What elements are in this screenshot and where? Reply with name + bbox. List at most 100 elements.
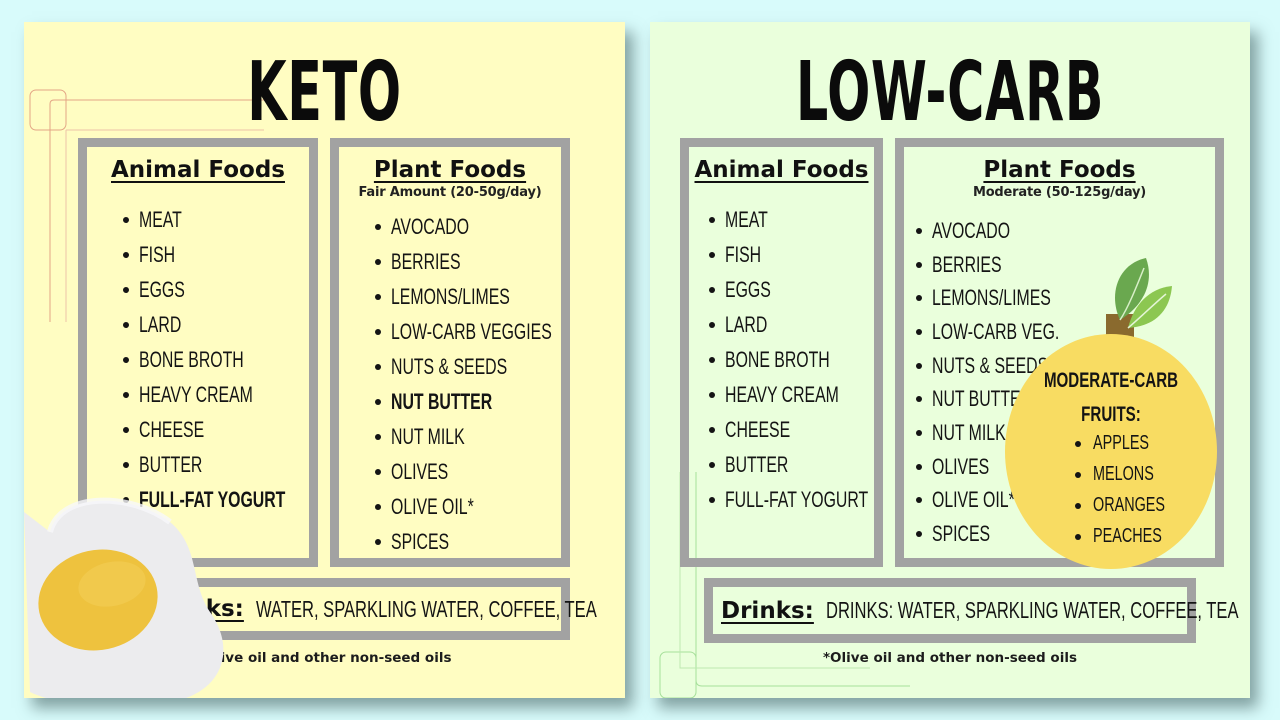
list-item: LARD bbox=[709, 307, 924, 342]
list-item: HEAVY CREAM bbox=[123, 377, 342, 412]
bullet-icon bbox=[916, 261, 922, 268]
bullet-icon bbox=[375, 258, 381, 265]
bullet-icon bbox=[709, 426, 715, 433]
bullet-icon bbox=[916, 396, 922, 403]
list-item: MEAT bbox=[709, 202, 924, 237]
bullet-icon bbox=[375, 468, 381, 475]
list-item: LARD bbox=[123, 307, 342, 342]
lowcarb-drinks-label: Drinks: bbox=[721, 597, 814, 624]
bullet-icon bbox=[1075, 471, 1081, 478]
bullet-icon bbox=[709, 391, 715, 398]
list-item: MEAT bbox=[123, 202, 342, 237]
bullet-icon bbox=[916, 429, 922, 436]
list-item: NUT BUTTER bbox=[375, 384, 614, 419]
list-item: BERRIES bbox=[375, 244, 614, 279]
list-item: BUTTER bbox=[123, 447, 342, 482]
bullet-icon bbox=[123, 426, 129, 433]
keto-plant-subheading: Fair Amount (20-50g/day) bbox=[358, 185, 542, 200]
lowcarb-plant-heading: Plant Foods bbox=[983, 157, 1136, 183]
bullet-icon bbox=[916, 362, 922, 369]
list-item: OLIVES bbox=[375, 454, 614, 489]
list-item: NUT MILK bbox=[916, 416, 1109, 450]
bullet-icon bbox=[709, 496, 715, 503]
lowcarb-drinks-box: Drinks: DRINKS: WATER, SPARKLING WATER, … bbox=[704, 578, 1238, 643]
bullet-icon bbox=[375, 363, 381, 370]
bullet-icon bbox=[709, 356, 715, 363]
keto-plant-foods-box: Plant Foods Fair Amount (20-50g/day) AVO… bbox=[330, 138, 570, 567]
moderate-carb-fruits-callout: MODERATE-CARB FRUITS: APPLES MELONS ORAN… bbox=[1005, 334, 1217, 569]
keto-animal-foods-box: Animal Foods MEAT FISH EGGS LARD BONE BR… bbox=[78, 138, 318, 567]
list-item: NUT MILK bbox=[375, 419, 614, 454]
keto-footnote: *Olive oil and other non-seed oils bbox=[197, 650, 452, 666]
list-item: APPLES bbox=[1075, 428, 1193, 459]
list-item: FULL-FAT YOGURT bbox=[709, 482, 924, 517]
lowcarb-plant-subheading: Moderate (50-125g/day) bbox=[972, 185, 1147, 200]
lowcarb-animal-list: MEAT FISH EGGS LARD BONE BROTH HEAVY CRE… bbox=[709, 202, 924, 517]
bullet-icon bbox=[916, 227, 922, 234]
list-item: AVOCADO bbox=[375, 209, 614, 244]
bullet-icon bbox=[1075, 502, 1081, 509]
bullet-icon bbox=[123, 321, 129, 328]
list-item: AVOCADO bbox=[916, 214, 1109, 248]
list-item: LOW-CARB VEGGIES bbox=[375, 314, 614, 349]
lowcarb-drinks-value: DRINKS: WATER, SPARKLING WATER, COFFEE, … bbox=[825, 597, 1239, 623]
list-item: HEAVY CREAM bbox=[709, 377, 924, 412]
list-item: BONE BROTH bbox=[123, 342, 342, 377]
lowcarb-animal-heading: Animal Foods bbox=[694, 157, 869, 183]
bullet-icon bbox=[123, 356, 129, 363]
keto-drinks-label: Drinks: bbox=[151, 596, 244, 622]
bullet-icon bbox=[375, 398, 381, 405]
list-item: FISH bbox=[709, 237, 924, 272]
keto-panel: KETO Animal Foods MEAT FISH EGGS LARD BO… bbox=[24, 22, 625, 698]
bullet-icon bbox=[709, 321, 715, 328]
bullet-icon bbox=[1075, 440, 1081, 447]
bullet-icon bbox=[123, 391, 129, 398]
lowcarb-footnote: *Olive oil and other non-seed oils bbox=[823, 650, 1077, 666]
list-item: FISH bbox=[123, 237, 342, 272]
bullet-icon bbox=[1075, 533, 1081, 540]
fruit-list: APPLES MELONS ORANGES PEACHES bbox=[1075, 428, 1193, 552]
list-item: LEMONS/LIMES bbox=[375, 279, 614, 314]
list-item: PEACHES bbox=[1075, 521, 1193, 552]
keto-plant-list: AVOCADO BERRIES LEMONS/LIMES LOW-CARB VE… bbox=[375, 209, 614, 559]
list-item: OLIVES bbox=[916, 450, 1109, 484]
list-item: BERRIES bbox=[916, 248, 1109, 282]
bullet-icon bbox=[916, 328, 922, 335]
keto-animal-heading: Animal Foods bbox=[111, 157, 285, 183]
bullet-icon bbox=[123, 216, 129, 223]
bullet-icon bbox=[123, 251, 129, 258]
list-item: CHEESE bbox=[123, 412, 342, 447]
list-item: NUTS & SEEDS bbox=[916, 349, 1109, 383]
bullet-icon bbox=[375, 293, 381, 300]
bullet-icon bbox=[709, 286, 715, 293]
bullet-icon bbox=[123, 496, 129, 503]
fruit-callout-title: MODERATE-CARB bbox=[1043, 369, 1179, 392]
bullet-icon bbox=[123, 286, 129, 293]
bullet-icon bbox=[123, 461, 129, 468]
fruit-callout-subtitle: FRUITS: bbox=[1081, 403, 1141, 426]
keto-plant-heading: Plant Foods bbox=[373, 157, 527, 183]
list-item: FULL-FAT YOGURT bbox=[123, 482, 342, 517]
lowcarb-title: LOW-CARB bbox=[795, 45, 1105, 140]
bullet-icon bbox=[375, 223, 381, 230]
list-item: ORANGES bbox=[1075, 490, 1193, 521]
list-item: SPICES bbox=[916, 517, 1109, 551]
bullet-icon bbox=[709, 251, 715, 258]
list-item: SPICES bbox=[375, 524, 614, 559]
list-item: MELONS bbox=[1075, 459, 1193, 490]
bullet-icon bbox=[375, 503, 381, 510]
keto-animal-list: MEAT FISH EGGS LARD BONE BROTH HEAVY CRE… bbox=[123, 202, 342, 517]
list-item: OLIVE OIL* bbox=[916, 484, 1109, 518]
bullet-icon bbox=[709, 461, 715, 468]
list-item: EGGS bbox=[709, 272, 924, 307]
list-item: BONE BROTH bbox=[709, 342, 924, 377]
list-item: NUTS & SEEDS bbox=[375, 349, 614, 384]
list-item: CHEESE bbox=[709, 412, 924, 447]
keto-title: KETO bbox=[247, 45, 402, 140]
keto-drinks-box: Drinks: WATER, SPARKLING WATER, COFFEE, … bbox=[78, 578, 597, 640]
bullet-icon bbox=[375, 538, 381, 545]
list-item: LOW-CARB VEG. bbox=[916, 315, 1109, 349]
list-item: LEMONS/LIMES bbox=[916, 281, 1109, 315]
bullet-icon bbox=[916, 295, 922, 302]
bullet-icon bbox=[916, 463, 922, 470]
